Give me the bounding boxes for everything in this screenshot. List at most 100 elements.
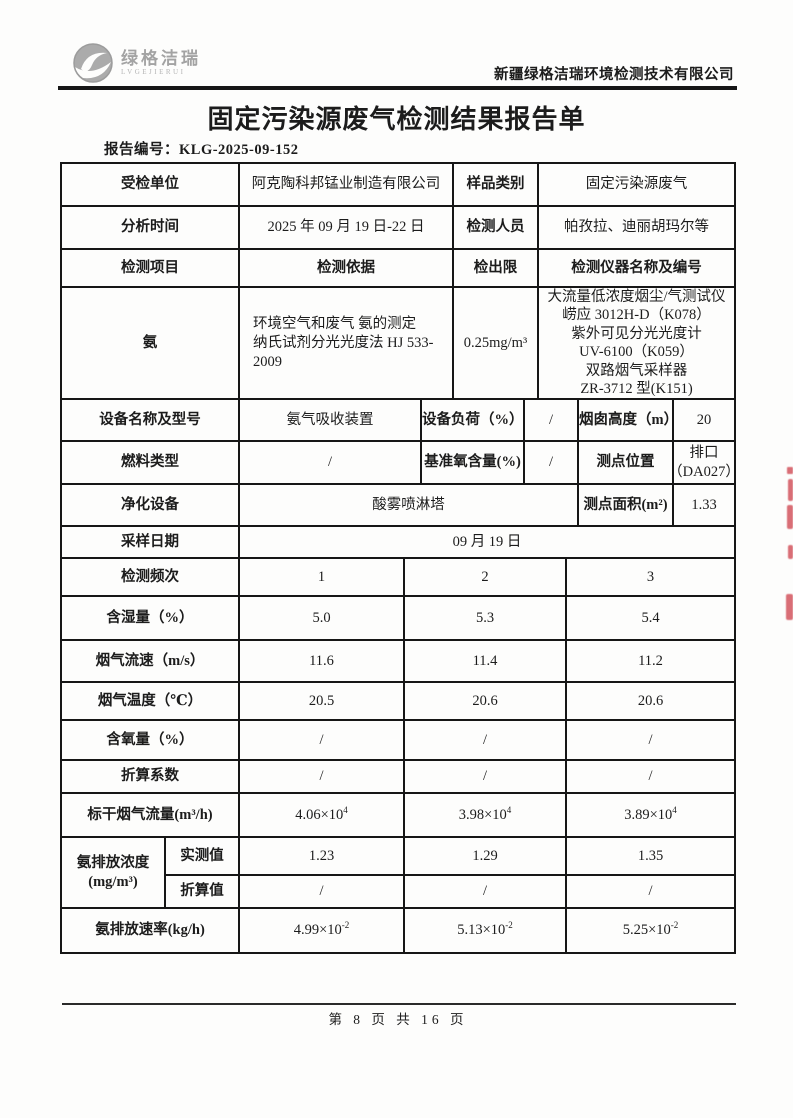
cell-value: / [405,721,567,761]
table-row-sampling-date: 采样日期 09 月 19 日 [62,527,736,559]
cell-value: 3 [567,559,736,597]
cell-value: 5.25×10-2 [567,909,736,954]
cell-value: 1.35 [567,838,736,876]
table-row-flow: 标干烟气流量(m³/h) 4.06×104 3.98×104 3.89×104 [62,794,736,838]
cell-value: 20.6 [567,683,736,721]
method-line: 纳氏试剂分光光度法 HJ 533-2009 [253,334,434,370]
instrument-line: 大流量低浓度烟尘/气测试仪 [547,288,726,305]
cell-label: 含氧量（%） [62,721,240,761]
company-name: 新疆绿格洁瑞环境检测技术有限公司 [494,67,734,83]
cell-sublabel: 实测值 [166,838,240,876]
header-rule [58,86,737,90]
cell-value: / [240,761,405,794]
cell-label: 检测人员 [454,207,539,250]
table-row-fuel: 燃料类型 / 基准氧含量(%) / 测点位置 排口 （DA027） [62,442,740,485]
cell-value: 11.4 [405,641,567,683]
cell-label: 测点位置 [579,442,674,485]
cell-label: 分析时间 [62,207,240,250]
cell-value: 3.89×104 [567,794,736,838]
cell-label: 折算系数 [62,761,240,794]
instrument-line: 紫外可见分光光度计 [571,325,702,342]
table-row-equipment: 设备名称及型号 氨气吸收装置 设备负荷（%） / 烟囱高度（m） 20 [62,400,736,442]
company-logo: 绿格洁瑞 LVGEJIERUI [72,42,201,84]
cell-value: 11.6 [240,641,405,683]
cell-label: 检测仪器名称及编号 [539,250,736,288]
cell-sublabel: 折算值 [166,876,240,909]
cell-value: 1 [240,559,405,597]
cell-label: 检测项目 [62,250,240,288]
report-number: 报告编号：KLG-2025-09-152 [104,138,298,159]
instrument-line: ZR-3712 型(K151) [580,381,693,397]
table-row-unit: 受检单位 阿克陶科邦锰业制造有限公司 样品类别 固定污染源废气 [62,164,736,207]
cell-value: 酸雾喷淋塔 [240,485,579,527]
cell-value: 氨气吸收装置 [240,400,422,442]
table-row-measured: 实测值 1.23 1.29 1.35 [166,838,736,876]
cell-value: 09 月 19 日 [240,527,736,559]
cell-value: 11.2 [567,641,736,683]
cell-value: / [525,400,579,442]
cell-label: 检测依据 [240,250,454,288]
cell-detection-limit: 0.25mg/m³ [454,288,539,400]
cell-label: 含湿量（%） [62,597,240,641]
table-row-method-header: 检测项目 检测依据 检出限 检测仪器名称及编号 [62,250,736,288]
outlet-line: 排口 [689,444,719,461]
cell-value: 5.13×10-2 [405,909,567,954]
table-row-velocity: 烟气流速（m/s） 11.6 11.4 11.2 [62,641,736,683]
cell-value: 2025 年 09 月 19 日-22 日 [240,207,454,250]
logo-text-cn: 绿格洁瑞 [121,48,201,68]
cell-method: 环境空气和废气 氨的测定 纳氏试剂分光光度法 HJ 533-2009 [240,288,454,400]
cell-label: 烟气温度（℃） [62,683,240,721]
cell-value: 1.23 [240,838,405,876]
cell-value: 5.4 [567,597,736,641]
cell-label: 测点面积(m²) [579,485,674,527]
cell-label: 检测频次 [62,559,240,597]
instrument-line: 双路烟气采样器 [585,362,688,379]
cell-value: / [567,876,736,909]
stamp-fragment [787,505,793,529]
cell-label: 净化设备 [62,485,240,527]
cell-value: 2 [405,559,567,597]
cell-value: 1.33 [674,485,736,527]
cell-label: 标干烟气流量(m³/h) [62,794,240,838]
logo-text-en: LVGEJIERUI [121,67,186,76]
method-line: 环境空气和废气 氨的测定 [253,315,417,332]
cell-value: 3.98×104 [405,794,567,838]
table-row-purifier: 净化设备 酸雾喷淋塔 测点面积(m²) 1.33 [62,485,736,527]
table-row-ammonia: 氨 环境空气和废气 氨的测定 纳氏试剂分光光度法 HJ 533-2009 0.2… [62,288,736,400]
concentration-subrows: 实测值 1.23 1.29 1.35 折算值 / / / [166,838,736,909]
table-group-concentration: 氨排放浓度 (mg/m³) 实测值 1.23 1.29 1.35 折算值 / /… [62,838,736,909]
cell-value: / [405,876,567,909]
outlet-line: （DA027） [668,463,740,480]
table-row-humidity: 含湿量（%） 5.0 5.3 5.4 [62,597,736,641]
cell-label: 基准氧含量(%) [422,442,525,485]
table-row-analysis-time: 分析时间 2025 年 09 月 19 日-22 日 检测人员 帕孜拉、迪丽胡玛… [62,207,736,250]
result-table: 受检单位 阿克陶科邦锰业制造有限公司 样品类别 固定污染源废气 分析时间 202… [60,162,740,954]
instrument-line: UV-6100（K059） [579,344,694,360]
cell-label: 受检单位 [62,164,240,207]
cell-label: 样品类别 [454,164,539,207]
instrument-line: 崂应 3012H-D（K078） [562,307,711,323]
cell-value: / [405,761,567,794]
cell-label: 检出限 [454,250,539,288]
cell-value: 1.29 [405,838,567,876]
logo-wordmark: 绿格洁瑞 LVGEJIERUI [121,48,201,77]
cell-value: / [525,442,579,485]
cell-label: 设备名称及型号 [62,400,240,442]
cell-label: 设备负荷（%） [422,400,525,442]
cell-value: 帕孜拉、迪丽胡玛尔等 [539,207,736,250]
cell-value: 5.3 [405,597,567,641]
report-number-value: KLG-2025-09-152 [179,142,299,158]
cell-label: 燃料类型 [62,442,240,485]
page-title: 固定污染源废气检测结果报告单 [207,105,586,134]
page-number: 第 8 页 共 16 页 [328,1012,468,1027]
cell-value: 5.0 [240,597,405,641]
cell-label: 采样日期 [62,527,240,559]
cell-value: 固定污染源废气 [539,164,736,207]
cell-value: 20.5 [240,683,405,721]
cell-value: 排口 （DA027） [668,442,740,485]
table-row-temperature: 烟气温度（℃） 20.5 20.6 20.6 [62,683,736,721]
cell-instruments: 大流量低浓度烟尘/气测试仪 崂应 3012H-D（K078） 紫外可见分光光度计… [539,288,736,400]
cell-value: 阿克陶科邦锰业制造有限公司 [240,164,454,207]
table-row-emission-rate: 氨排放速率(kg/h) 4.99×10-2 5.13×10-2 5.25×10-… [62,909,736,954]
